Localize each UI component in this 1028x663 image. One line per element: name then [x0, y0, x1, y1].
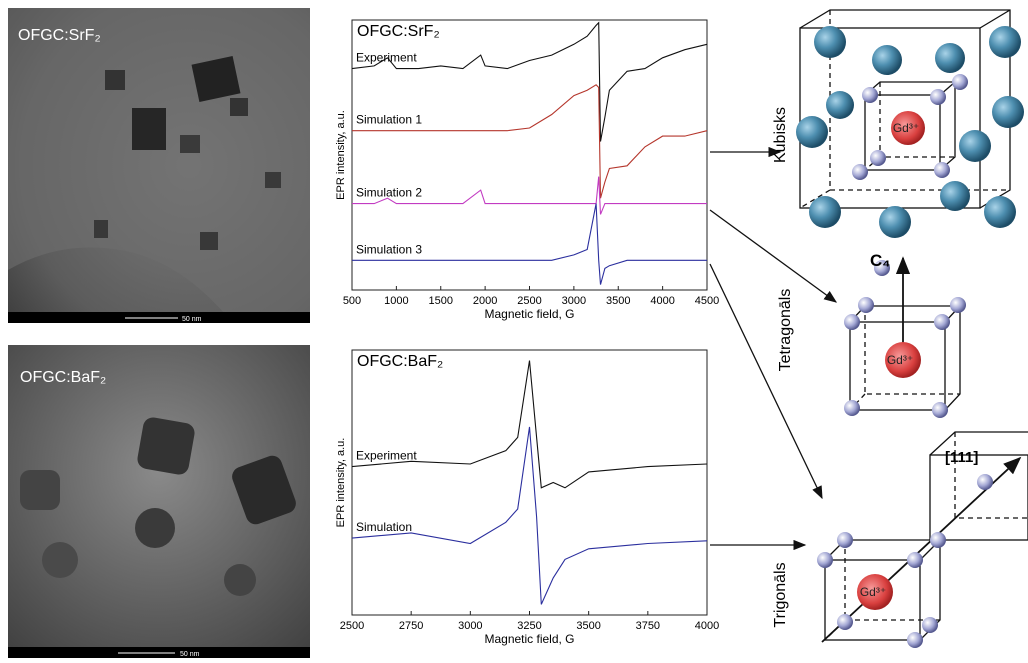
spectrum-line	[352, 203, 707, 285]
trigonal-diagram: Gd³⁺ [111] Trigonāls	[772, 431, 1028, 648]
chart-title: OFGC:SrF₂	[357, 23, 440, 40]
plot-frame	[351, 349, 708, 616]
spectrum-line	[351, 21, 708, 142]
series-label: Simulation 1	[356, 113, 422, 127]
symmetry-label: Trigonāls	[772, 562, 789, 627]
x-tick-label: 1000	[384, 295, 408, 307]
x-tick-label: 3250	[517, 620, 541, 632]
x-tick-label: 1500	[429, 295, 453, 307]
series-label: Experiment	[356, 51, 417, 65]
scale-bar-label: 50 nm	[182, 316, 202, 323]
x-axis-label: Magnetic field, G	[484, 307, 574, 321]
series-label: Simulation	[356, 520, 412, 534]
spectrum-line	[351, 360, 708, 489]
cubic-diagram: Gd³⁺ Kubisks	[772, 9, 1024, 238]
series-label: Simulation 3	[356, 242, 422, 256]
ion-label: Gd³⁺	[893, 121, 919, 135]
spectrum-line	[352, 84, 708, 199]
y-axis-label: EPR intensity, a.u.	[335, 110, 347, 200]
axis-label: C₄	[870, 251, 890, 270]
x-tick-label: 2500	[340, 620, 364, 632]
spectrum-line	[352, 176, 707, 215]
x-tick-label: 3000	[562, 295, 586, 307]
chart-title: OFGC:BaF₂	[357, 353, 443, 370]
x-axis-label: Magnetic field, G	[484, 632, 574, 646]
x-tick-label: 2750	[399, 620, 423, 632]
spectrum-line	[351, 426, 708, 605]
x-tick-label: 3750	[636, 620, 660, 632]
scale-bar-label: 50 nm	[180, 651, 200, 658]
image-label: OFGC:SrF₂	[18, 27, 101, 44]
ion-label: Gd³⁺	[860, 585, 886, 599]
x-tick-label: 3500	[576, 620, 600, 632]
symmetry-label: Kubisks	[772, 107, 789, 163]
x-tick-label: 2500	[517, 295, 541, 307]
x-tick-label: 3500	[606, 295, 630, 307]
axis-label: [111]	[945, 449, 978, 466]
series-label: Simulation 2	[356, 186, 422, 200]
x-tick-label: 3000	[458, 620, 482, 632]
symmetry-label: Tetragonāls	[777, 289, 794, 372]
ion-label: Gd³⁺	[887, 353, 913, 367]
x-tick-label: 2000	[473, 295, 497, 307]
tetragonal-diagram: Gd³⁺ C₄ Tetragonāls	[777, 251, 966, 418]
x-tick-label: 4500	[695, 295, 719, 307]
image-label: OFGC:BaF₂	[20, 369, 106, 386]
arrows	[709, 146, 838, 551]
series-label: Experiment	[356, 449, 417, 463]
tem-image: 50 nm OFGC:BaF₂	[8, 345, 310, 658]
y-axis-label: EPR intensity, a.u.	[335, 438, 347, 528]
x-tick-label: 500	[343, 295, 361, 307]
x-tick-label: 4000	[650, 295, 674, 307]
x-tick-label: 4000	[695, 620, 719, 632]
tem-image: 50 nm OFGC:SrF₂	[8, 8, 310, 323]
